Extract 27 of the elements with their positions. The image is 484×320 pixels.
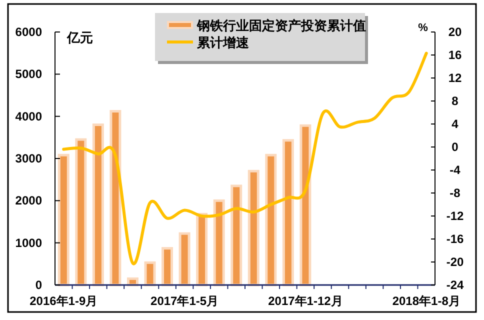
y-tick-label: 2000 — [15, 194, 42, 208]
y2-tick-label: 8 — [452, 94, 459, 108]
y-tick-label: 3000 — [15, 152, 42, 166]
y-axis-title: 亿元 — [66, 30, 93, 45]
y2-tick-label: 4 — [452, 117, 459, 131]
y2-axis-title: % — [418, 22, 428, 34]
legend-label: 钢铁行业固定资产投资累计值 — [196, 18, 366, 33]
y2-tick-label: -12 — [446, 209, 464, 223]
y-tick-label: 0 — [35, 278, 42, 292]
y-tick-label: 1000 — [15, 236, 42, 250]
y2-tick-label: 0 — [452, 140, 459, 154]
y2-tick-label: 20 — [448, 25, 462, 39]
x-tick-label: 2017年1-12月 — [268, 294, 343, 308]
y2-tick-label: -8 — [450, 186, 461, 200]
legend-label: 累计增速 — [196, 35, 250, 50]
y-tick-label: 5000 — [15, 67, 42, 82]
x-tick-label: 2017年1-5月 — [150, 294, 219, 308]
y2-tick-label: 16 — [448, 48, 462, 62]
y-tick-label: 4000 — [15, 109, 42, 124]
x-tick-label: 2016年1-9月 — [30, 294, 98, 308]
y2-tick-label: 12 — [448, 71, 462, 85]
y-tick-label: 6000 — [15, 25, 42, 39]
y2-tick-label: -24 — [446, 278, 464, 292]
y2-tick-label: -20 — [446, 255, 464, 269]
y2-tick-label: -16 — [446, 232, 464, 246]
y2-tick-label: -4 — [450, 163, 461, 177]
x-tick-label: 2018年1-8月 — [392, 294, 460, 308]
